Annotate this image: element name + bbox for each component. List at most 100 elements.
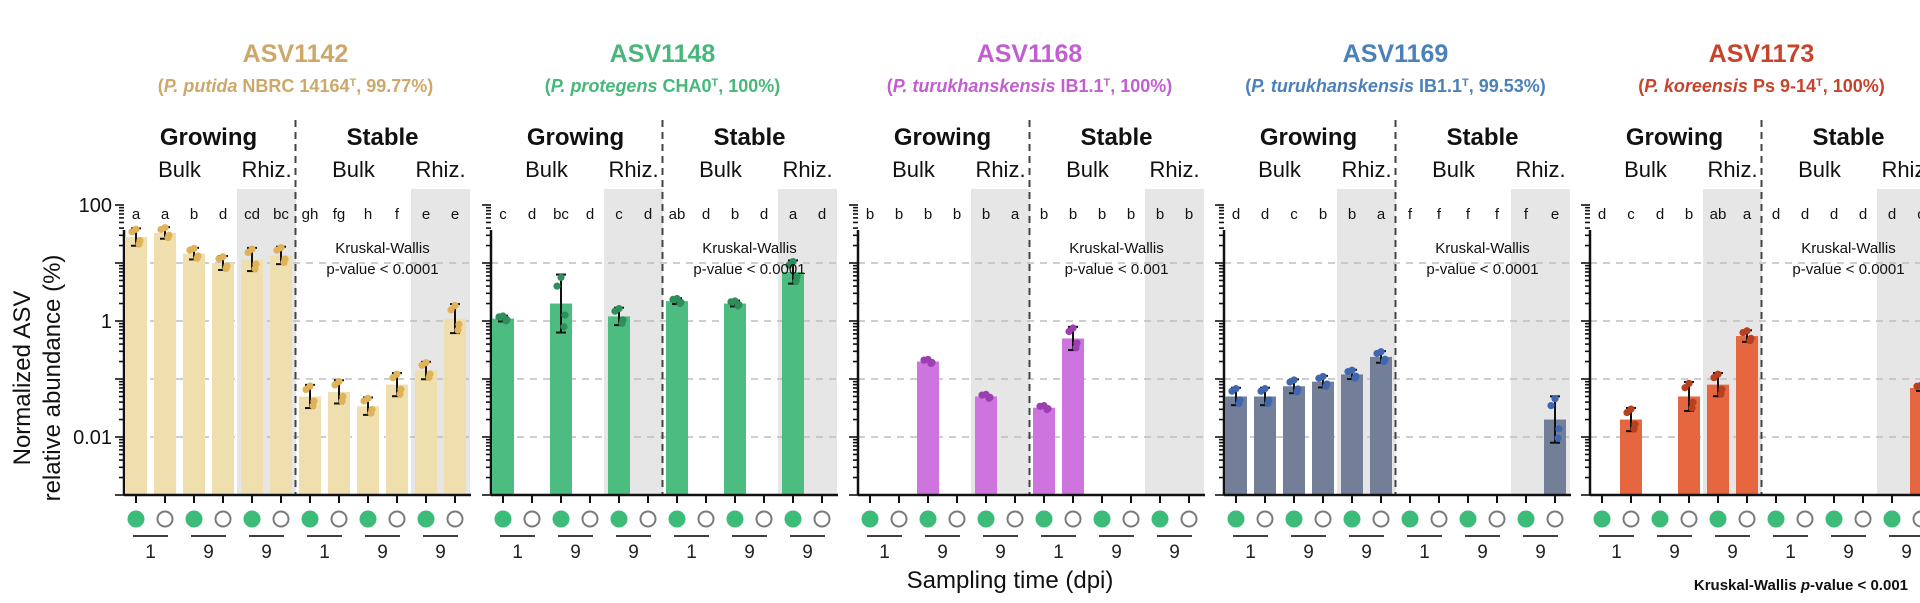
filled-marker bbox=[1037, 512, 1052, 527]
bar bbox=[1707, 385, 1729, 495]
compartment-rhiz: Rhiz. bbox=[1707, 157, 1757, 182]
bar bbox=[1225, 396, 1247, 495]
compartment-rhiz: Rhiz. bbox=[415, 157, 465, 182]
bar bbox=[270, 255, 292, 495]
replicate-dot bbox=[1627, 406, 1634, 413]
compartment-bulk: Bulk bbox=[1432, 157, 1476, 182]
significance-letter: d bbox=[1656, 206, 1664, 223]
open-marker bbox=[699, 512, 714, 527]
open-marker bbox=[1548, 512, 1563, 527]
compartment-rhiz: Rhiz. bbox=[1881, 157, 1920, 182]
replicate-dot bbox=[553, 283, 560, 290]
replicate-dot bbox=[277, 244, 284, 251]
filled-marker bbox=[979, 512, 994, 527]
open-marker bbox=[1182, 512, 1197, 527]
significance-letter: ab bbox=[669, 206, 686, 223]
filled-marker bbox=[786, 512, 801, 527]
replicate-dot bbox=[676, 300, 683, 307]
replicate-dot bbox=[425, 374, 432, 381]
phase-label-stable: Stable bbox=[1446, 124, 1518, 151]
bar bbox=[1254, 396, 1276, 495]
compartment-rhiz: Rhiz. bbox=[241, 157, 291, 182]
open-marker bbox=[892, 512, 907, 527]
phase-label-stable: Stable bbox=[346, 124, 418, 151]
replicate-dot bbox=[792, 278, 799, 285]
significance-letter: d bbox=[1261, 206, 1269, 223]
replicate-dot bbox=[306, 382, 313, 389]
replicate-dot bbox=[1551, 395, 1558, 402]
open-marker bbox=[1798, 512, 1813, 527]
time-group-label: 9 bbox=[1727, 542, 1738, 563]
kruskal-label: Kruskal-Wallis bbox=[702, 240, 796, 257]
bar bbox=[1283, 386, 1305, 495]
bar bbox=[492, 319, 514, 495]
bar bbox=[782, 272, 804, 495]
significance-letter: b bbox=[1069, 206, 1077, 223]
significance-letter: f bbox=[1408, 206, 1413, 223]
filled-marker bbox=[1461, 512, 1476, 527]
time-group-label: 1 bbox=[319, 542, 330, 563]
y-tick-label: 1 bbox=[101, 311, 112, 333]
asv-title: ASV1142 bbox=[243, 40, 349, 68]
open-marker bbox=[448, 512, 463, 527]
significance-letter: d bbox=[1598, 206, 1606, 223]
significance-letter: f bbox=[1466, 206, 1471, 223]
significance-letter: a bbox=[1743, 206, 1752, 223]
significance-letter: c bbox=[1290, 206, 1298, 223]
time-group-label: 1 bbox=[1785, 542, 1796, 563]
open-marker bbox=[1374, 512, 1389, 527]
kruskal-label: Kruskal-Wallis bbox=[1435, 240, 1529, 257]
kruskal-label: Kruskal-Wallis bbox=[1069, 240, 1163, 257]
filled-marker bbox=[1885, 512, 1900, 527]
replicate-dot bbox=[1293, 388, 1300, 395]
time-group-label: 9 bbox=[1901, 542, 1912, 563]
compartment-bulk: Bulk bbox=[1798, 157, 1842, 182]
replicate-dot bbox=[335, 378, 342, 385]
replicate-dot bbox=[367, 410, 374, 417]
replicate-dot bbox=[396, 390, 403, 397]
significance-letter: b bbox=[953, 206, 961, 223]
open-marker bbox=[1008, 512, 1023, 527]
filled-marker bbox=[554, 512, 569, 527]
replicate-dot bbox=[309, 402, 316, 409]
replicate-dot bbox=[1351, 375, 1358, 382]
significance-letter: cd bbox=[244, 206, 260, 223]
filled-marker bbox=[1827, 512, 1842, 527]
compartment-rhiz: Rhiz. bbox=[1341, 157, 1391, 182]
significance-letter: gh bbox=[302, 206, 319, 223]
phase-label-growing: Growing bbox=[894, 124, 991, 151]
filled-marker bbox=[670, 512, 685, 527]
y-axis-label-line2: relative abundance (%) bbox=[39, 255, 66, 502]
panel-asv1173: 199199dcdbabadddddcGrowingStableBulkRhiz… bbox=[1581, 40, 1920, 563]
compartment-bulk: Bulk bbox=[699, 157, 743, 182]
significance-letter: d bbox=[1830, 206, 1838, 223]
time-group-label: 1 bbox=[686, 542, 697, 563]
replicate-dot bbox=[1235, 400, 1242, 407]
significance-letter: e bbox=[422, 206, 430, 223]
replicate-dot bbox=[1377, 348, 1384, 355]
bar bbox=[1312, 382, 1334, 495]
significance-letter: d bbox=[702, 206, 710, 223]
significance-letter: d bbox=[1232, 206, 1240, 223]
filled-marker bbox=[129, 512, 144, 527]
bar bbox=[1736, 336, 1758, 495]
replicate-dot bbox=[393, 371, 400, 378]
compartment-bulk: Bulk bbox=[1066, 157, 1110, 182]
significance-letter: b bbox=[1348, 206, 1356, 223]
open-marker bbox=[1258, 512, 1273, 527]
open-marker bbox=[1124, 512, 1139, 527]
bar bbox=[328, 392, 350, 495]
replicate-dot bbox=[560, 323, 567, 330]
significance-letter: a bbox=[161, 206, 170, 223]
replicate-dot bbox=[1069, 324, 1076, 331]
bar bbox=[666, 301, 688, 495]
significance-letter: c bbox=[1627, 206, 1635, 223]
significance-letter: fg bbox=[333, 206, 346, 223]
replicate-dot bbox=[454, 327, 461, 334]
reference-strain: (P. putida NBRC 14164T, 99.77%) bbox=[158, 76, 434, 96]
bar bbox=[183, 254, 205, 495]
significance-letter: d bbox=[644, 206, 652, 223]
